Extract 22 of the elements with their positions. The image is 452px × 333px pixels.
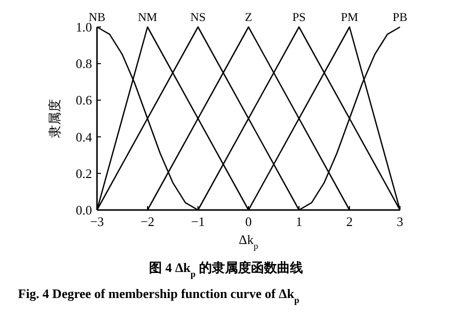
x-tick-label: 3 [396,214,404,229]
x-tick-label: 1 [296,214,302,229]
x-tick-label: −1 [191,214,205,229]
series-label: NS [190,10,206,24]
series-label: PB [392,10,408,24]
y-tick-label: 0.6 [76,92,92,108]
series-label: Z [244,10,252,24]
y-axis-title: 隶属度 [47,99,63,138]
y-tick-label: 0.0 [76,202,92,218]
x-tick-label: 0 [245,214,252,229]
caption: Fig. 4 Degree of membership function curve of Δk$_{p}$ [18,286,300,305]
y-tick-label: 0.2 [76,166,92,181]
y-tick-label: 0.8 [76,56,92,72]
series-label: PS [292,10,306,24]
series-label: PM [340,10,358,24]
series-label: NM [138,10,158,24]
x-tick-label: 2 [346,214,353,229]
caption: 图 4 Δk$_{p}$ 的隶属度函数曲线 [149,260,303,279]
y-tick-label: 0.4 [76,129,92,144]
x-tick-label: −2 [140,214,154,229]
x-tick-label: −3 [90,214,104,229]
x-axis-title: Δk$_{p}$ [238,232,259,251]
